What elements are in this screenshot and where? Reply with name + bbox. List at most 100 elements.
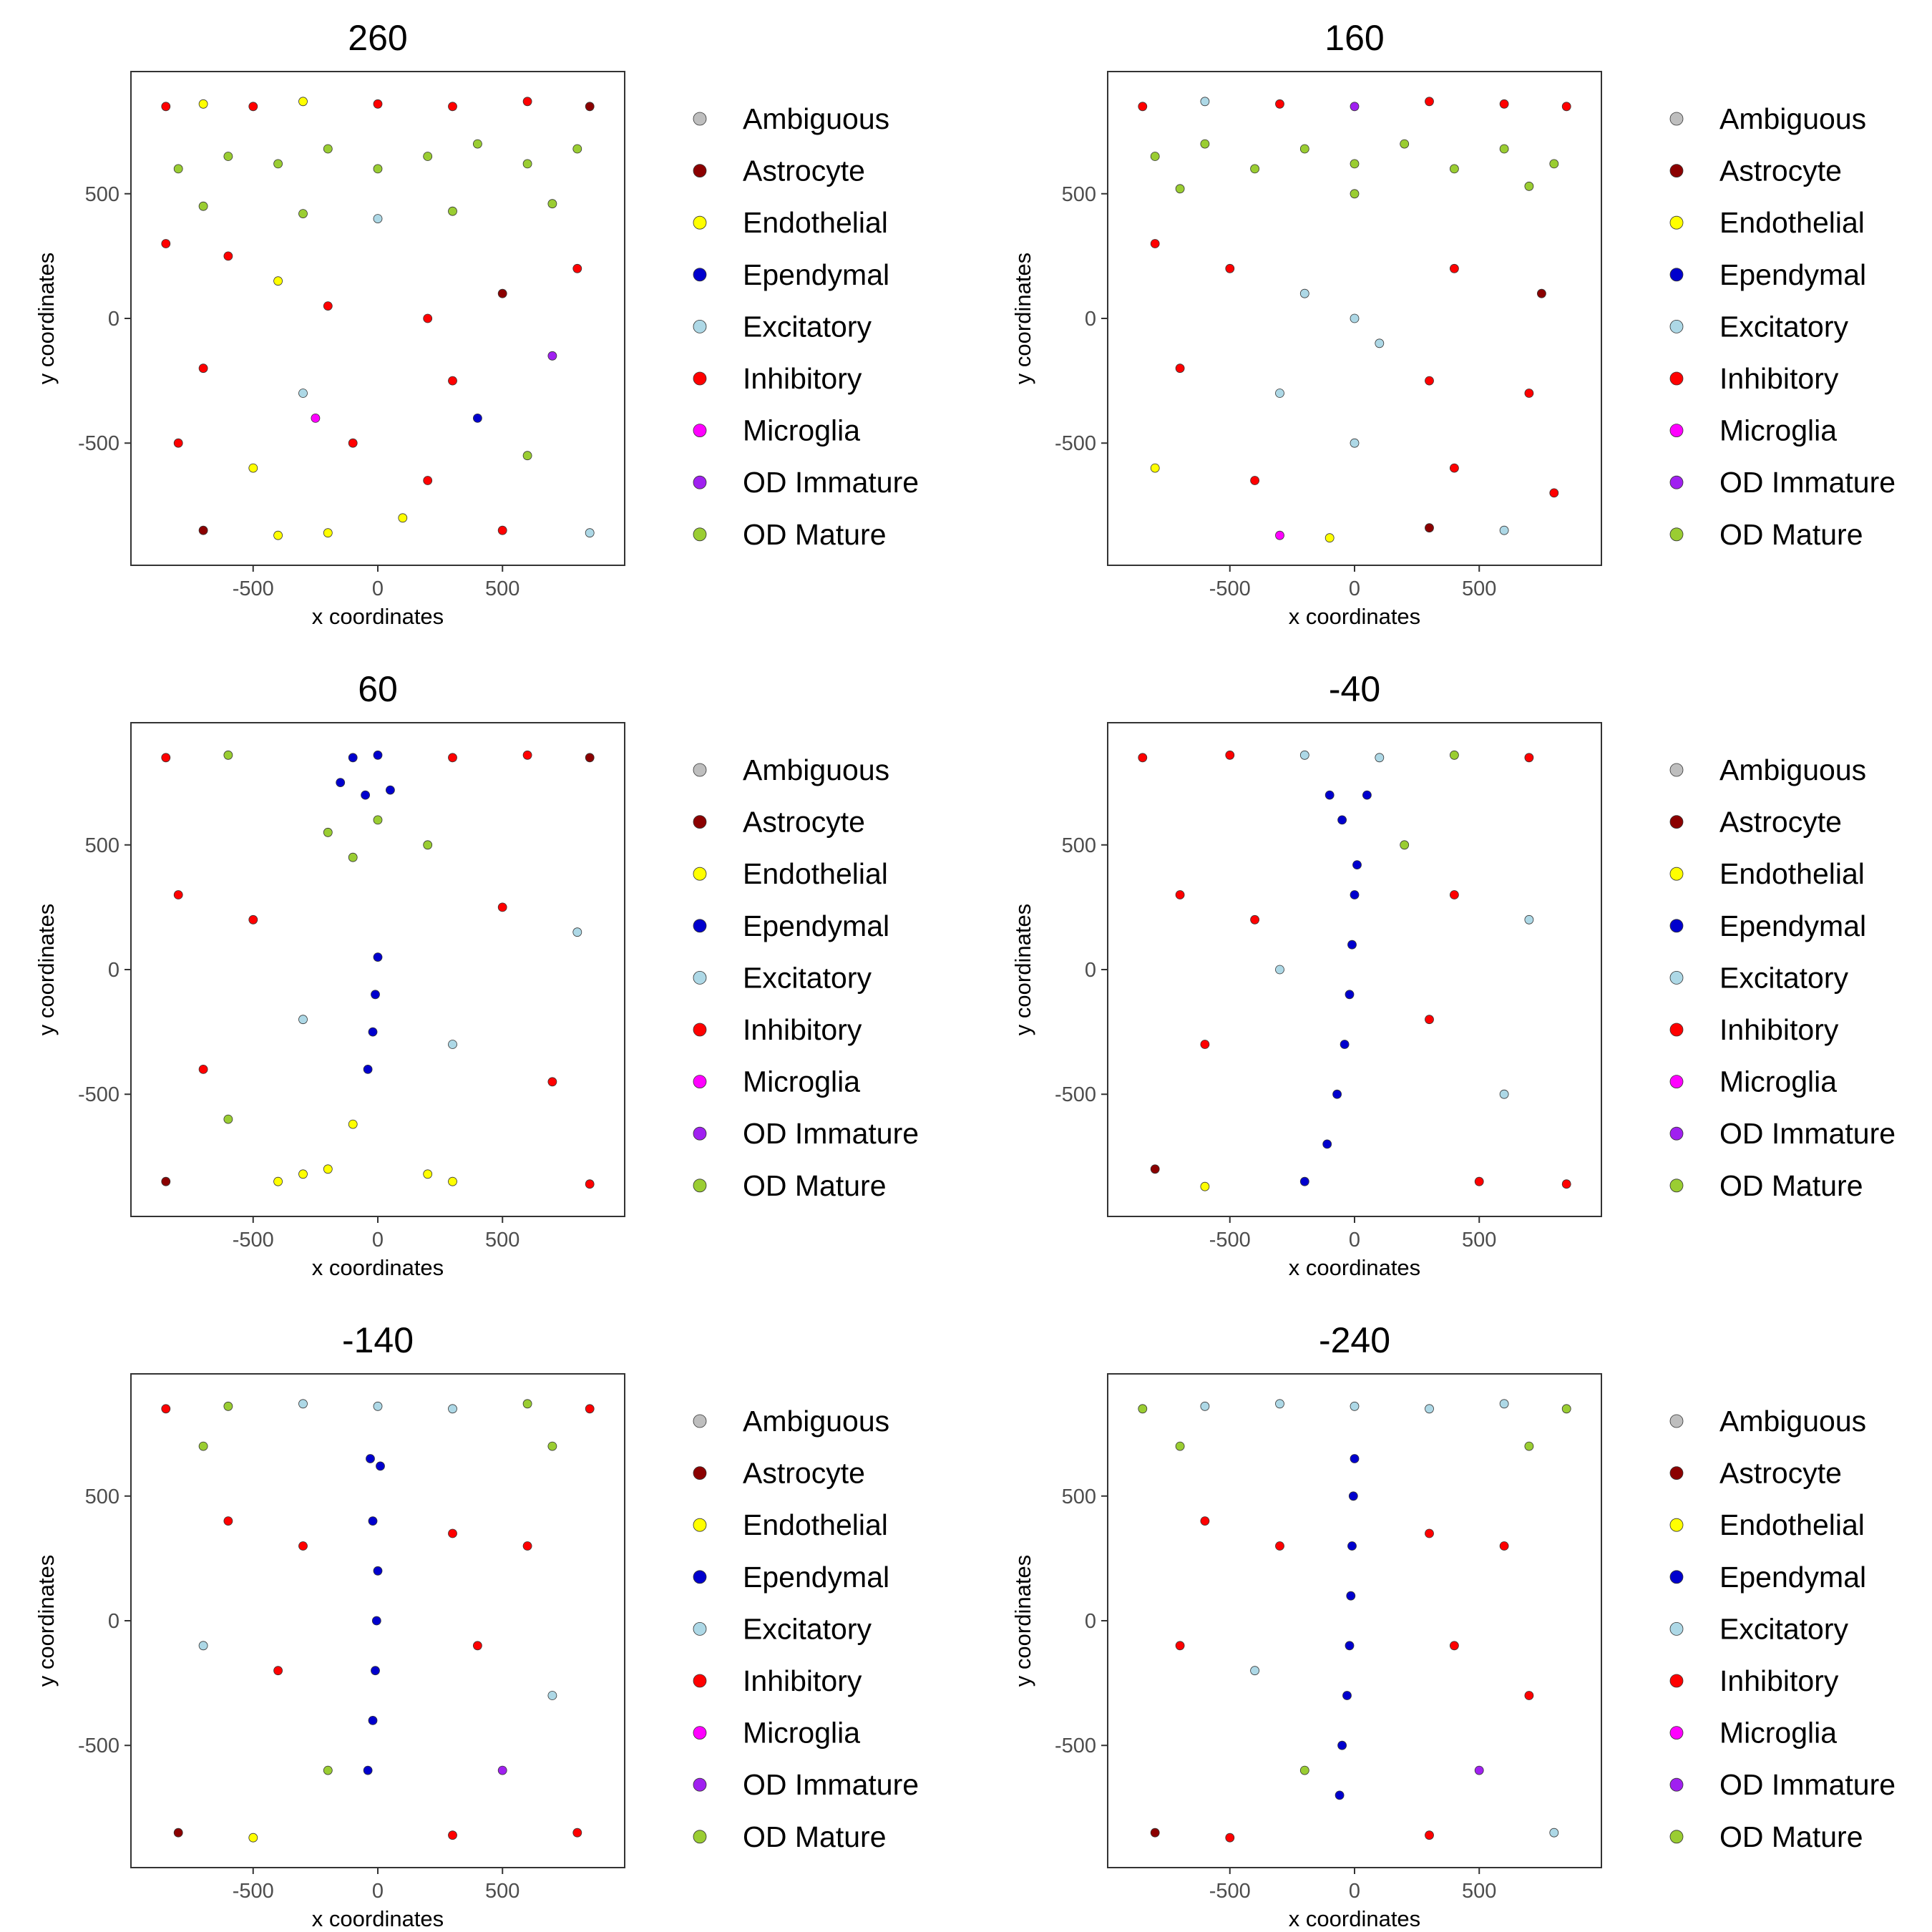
data-point xyxy=(223,1401,233,1411)
legend-label: Microglia xyxy=(743,1065,860,1098)
y-tick-label: -500 xyxy=(78,432,119,455)
data-point xyxy=(198,1065,208,1074)
data-point xyxy=(223,152,233,161)
data-point xyxy=(1200,1040,1210,1049)
legend-key xyxy=(1669,1777,1684,1792)
data-point xyxy=(1342,1691,1352,1700)
data-point xyxy=(273,1176,283,1186)
data-point xyxy=(1150,463,1160,473)
data-point xyxy=(373,164,383,174)
legend-key xyxy=(1669,1570,1684,1584)
data-point xyxy=(366,1454,375,1463)
legend-label: OD Mature xyxy=(1719,1820,1863,1853)
data-point xyxy=(273,1666,283,1676)
data-point xyxy=(223,1516,233,1526)
legend-key xyxy=(1669,424,1684,437)
data-point xyxy=(585,102,595,112)
data-point xyxy=(298,1541,308,1551)
panel-1: 160 -500 0 500 -500 0 500 x coordinates y coordi… xyxy=(1010,18,1896,629)
data-point xyxy=(448,1528,457,1538)
legend-label: Endothelial xyxy=(1719,206,1865,239)
data-point xyxy=(585,1179,595,1189)
legend-label: Microglia xyxy=(1719,414,1837,447)
x-tick-label: 0 xyxy=(1349,577,1360,600)
data-point xyxy=(547,1441,557,1451)
data-point xyxy=(448,1830,457,1840)
data-point xyxy=(572,1828,582,1838)
data-point xyxy=(585,753,595,763)
data-point xyxy=(198,525,208,535)
x-tick-label: 0 xyxy=(1349,1880,1360,1903)
data-point xyxy=(1536,288,1546,298)
legend-key xyxy=(693,1518,707,1532)
data-point xyxy=(1350,313,1360,323)
data-point xyxy=(223,1114,233,1124)
data-point xyxy=(1332,1089,1342,1099)
data-point xyxy=(1450,164,1459,174)
x-tick-label: 500 xyxy=(485,577,519,600)
data-point xyxy=(161,1176,171,1186)
legend-label: Ependymal xyxy=(1719,258,1866,291)
y-tick-label: 0 xyxy=(108,959,119,982)
data-point xyxy=(1524,914,1534,924)
data-point xyxy=(423,840,433,850)
data-point xyxy=(473,414,482,423)
data-point xyxy=(1200,1516,1210,1526)
data-point xyxy=(448,753,457,763)
legend-key xyxy=(1669,867,1684,881)
data-point xyxy=(1499,99,1509,109)
data-point xyxy=(423,152,433,161)
data-point xyxy=(1299,750,1309,760)
data-point xyxy=(1350,890,1360,899)
data-point xyxy=(386,785,395,795)
data-point xyxy=(161,1404,171,1414)
data-point xyxy=(1225,1833,1235,1843)
legend-key xyxy=(693,1466,707,1480)
legend-key xyxy=(693,112,707,126)
data-point xyxy=(1425,1015,1434,1025)
legend-label: Microglia xyxy=(1719,1717,1837,1750)
panel-3: -40 -500 0 500 -500 0 500 x coordinates y coordi… xyxy=(1010,669,1896,1280)
legend-label: Ependymal xyxy=(743,258,889,291)
data-point xyxy=(368,1027,378,1037)
data-point xyxy=(1350,1454,1360,1463)
legend-label: Ependymal xyxy=(743,1561,889,1594)
data-point xyxy=(1345,990,1355,1000)
data-point xyxy=(298,1169,308,1179)
data-point xyxy=(1474,1176,1484,1186)
y-tick-label: 0 xyxy=(1085,1610,1096,1633)
legend-label: Astrocyte xyxy=(743,155,865,187)
panel-title: 160 xyxy=(1324,18,1384,58)
data-point xyxy=(273,530,283,540)
legend-key xyxy=(1669,1726,1684,1740)
data-point xyxy=(373,815,383,825)
data-point xyxy=(198,364,208,374)
data-point xyxy=(363,1765,373,1775)
data-point xyxy=(1322,1139,1332,1149)
data-point xyxy=(198,201,208,211)
points-layer xyxy=(161,750,595,1189)
points-layer xyxy=(161,97,595,540)
legend-label: Microglia xyxy=(743,1717,860,1750)
data-point xyxy=(1450,1641,1459,1651)
legend-key xyxy=(1669,1466,1684,1480)
data-point xyxy=(1499,144,1509,154)
panel-5: -240 -500 0 500 -500 0 500 x coordinates y coord… xyxy=(1010,1320,1896,1931)
legend-label: Inhibitory xyxy=(1719,362,1839,395)
points-layer xyxy=(1138,97,1571,543)
y-axis-label: y coordinates xyxy=(34,1555,59,1687)
x-tick-label: -500 xyxy=(1209,1229,1251,1252)
data-point xyxy=(1425,97,1434,107)
legend-label: Ambiguous xyxy=(1719,1405,1866,1438)
legend-key xyxy=(1669,527,1684,542)
points-layer xyxy=(161,1399,595,1843)
y-axis-label: y coordinates xyxy=(34,904,59,1035)
legend: Ambiguous Astrocyte Endothelial Ependymal Ex… xyxy=(693,753,919,1202)
legend-label: Astrocyte xyxy=(1719,155,1842,187)
data-point xyxy=(1425,1404,1434,1414)
legend-label: Ambiguous xyxy=(1719,753,1866,786)
data-point xyxy=(1499,1541,1509,1551)
data-point xyxy=(547,351,557,361)
y-tick-label: -500 xyxy=(1055,1735,1096,1757)
